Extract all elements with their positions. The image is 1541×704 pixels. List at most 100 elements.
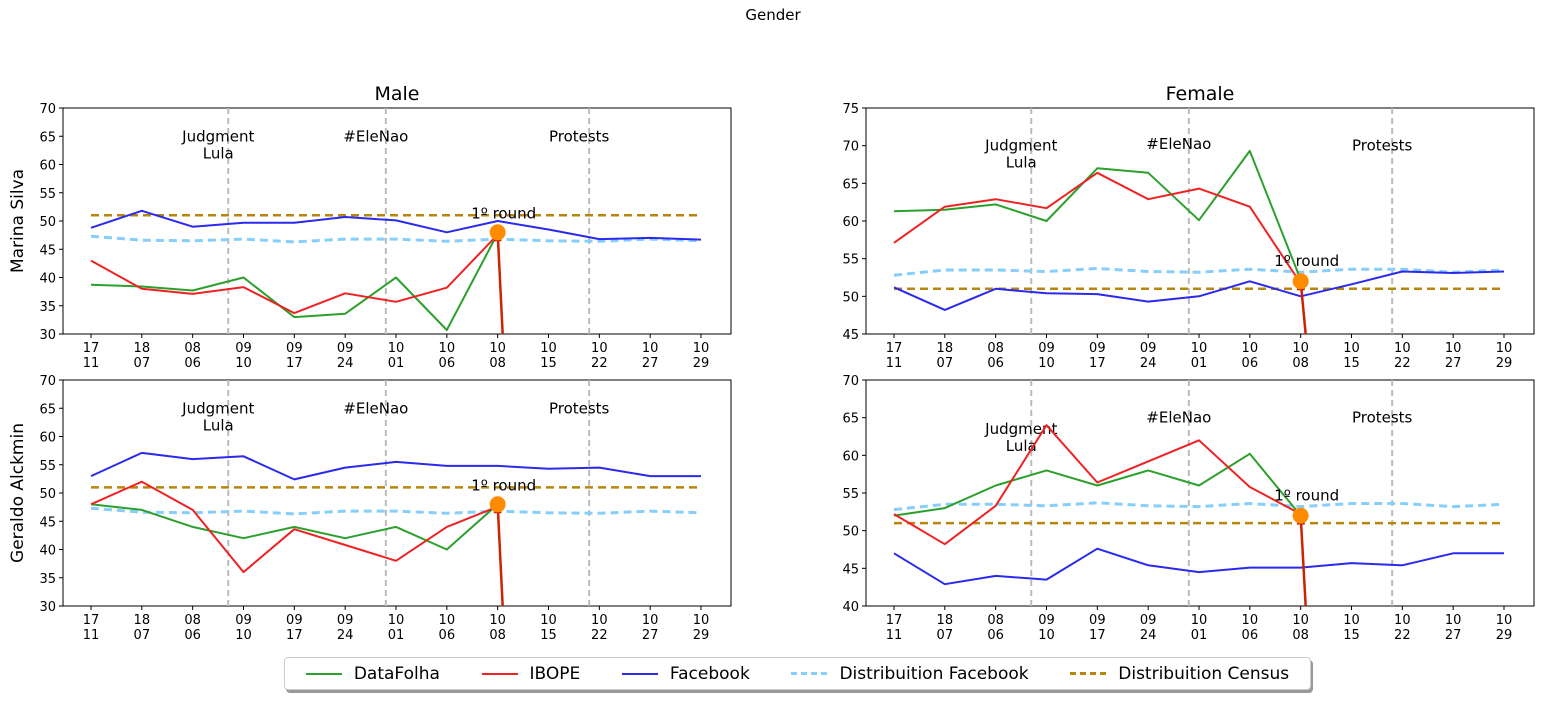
y-tick-label: 40 (39, 544, 56, 559)
figure-suptitle: Gender (745, 6, 801, 24)
x-tick-label: 09 (286, 613, 303, 628)
x-tick-label: 06 (184, 356, 201, 371)
x-tick-label: 09 (1038, 613, 1055, 628)
legend-item-ibope: IBOPE (481, 663, 581, 684)
x-tick-label: 09 (1089, 613, 1106, 628)
y-tick-label: 45 (39, 515, 56, 530)
x-tick-label: 27 (642, 356, 659, 371)
x-tick-label: 10 (1343, 613, 1360, 628)
x-tick-label: 11 (83, 356, 100, 371)
panel-alckmin-female: 4045505560657017111807080609100917092410… (842, 374, 1535, 643)
event-label: Lula (1006, 437, 1037, 455)
y-tick-label: 65 (842, 412, 859, 427)
y-tick-label: 50 (842, 525, 859, 540)
x-tick-label: 10 (1038, 628, 1055, 643)
plot-frame (62, 379, 732, 607)
x-tick-label: 29 (1496, 356, 1513, 371)
x-tick-label: 06 (987, 628, 1004, 643)
x-tick-label: 27 (1445, 356, 1462, 371)
x-tick-label: 08 (1292, 628, 1309, 643)
x-tick-label: 10 (1496, 341, 1513, 356)
x-tick-label: 07 (937, 356, 954, 371)
x-tick-label: 18 (937, 613, 954, 628)
y-tick-label: 30 (39, 600, 56, 615)
legend-item-datafolha: DataFolha (305, 664, 440, 684)
y-tick-label: 35 (39, 572, 56, 587)
series-line-facebook (90, 209, 702, 241)
x-tick-label: 01 (1191, 356, 1208, 371)
x-tick-label: 15 (1343, 628, 1360, 643)
y-tick-label: 45 (39, 243, 56, 258)
y-tick-label: 40 (39, 272, 56, 287)
series-line-ibope (893, 171, 1302, 285)
x-tick-label: 06 (1242, 628, 1259, 643)
x-tick-label: 18 (134, 341, 151, 356)
round-marker (489, 224, 506, 241)
event-label: Protests (549, 127, 610, 145)
y-tick-label: 35 (39, 300, 56, 315)
x-tick-label: 27 (1445, 628, 1462, 643)
x-tick-label: 09 (235, 613, 252, 628)
legend-swatch-ibope (481, 672, 518, 675)
x-tick-label: 10 (1292, 341, 1309, 356)
legend-label-ibope: IBOPE (529, 663, 581, 684)
round-label: 1º round (471, 477, 536, 495)
x-tick-label: 01 (1191, 628, 1208, 643)
series-line-dist-facebook (893, 501, 1505, 512)
y-tick-label: 60 (842, 449, 859, 464)
y-tick-label: 60 (39, 431, 56, 446)
y-tick-label: 50 (842, 290, 859, 305)
legend-item-dist-census: Distribuition Census (1070, 664, 1289, 684)
x-tick-label: 09 (1140, 341, 1157, 356)
x-tick-label: 10 (1445, 613, 1462, 628)
series-line-ibope (90, 480, 499, 574)
x-tick-label: 10 (540, 341, 557, 356)
x-tick-label: 11 (886, 628, 903, 643)
x-tick-label: 09 (337, 613, 354, 628)
x-tick-label: 24 (337, 628, 354, 643)
y-tick-label: 30 (39, 328, 56, 343)
event-label: Protests (1352, 137, 1413, 155)
round-marker (1292, 273, 1309, 290)
x-tick-label: 10 (1343, 341, 1360, 356)
event-label: #EleNao (343, 127, 408, 145)
series-line-dist-facebook (893, 267, 1505, 277)
round-marker (489, 496, 506, 513)
x-tick-label: 10 (693, 341, 710, 356)
legend: DataFolha IBOPE Facebook Distribuition F… (284, 657, 1311, 690)
round-label: 1º round (1274, 252, 1339, 270)
x-tick-label: 10 (235, 356, 252, 371)
event-label: Judgment (181, 399, 254, 417)
y-tick-label: 55 (842, 487, 859, 502)
x-tick-label: 10 (1191, 341, 1208, 356)
round-arrow (496, 232, 504, 335)
legend-swatch-facebook (621, 672, 658, 675)
y-tick-label: 55 (39, 187, 56, 202)
series-line-facebook (90, 451, 701, 481)
panel-title: Female (1166, 83, 1235, 105)
x-tick-label: 06 (439, 356, 456, 371)
series-line-facebook (893, 270, 1505, 311)
legend-swatch-dist-facebook (791, 672, 828, 675)
round-arrow (1299, 515, 1307, 607)
x-tick-label: 22 (591, 628, 608, 643)
event-label: Protests (549, 399, 610, 417)
x-tick-label: 22 (591, 356, 608, 371)
event-label: Lula (203, 144, 234, 162)
row-label: Marina Silva (8, 169, 28, 273)
x-tick-label: 10 (1496, 613, 1513, 628)
event-label: Judgment (984, 137, 1057, 155)
x-tick-label: 10 (693, 613, 710, 628)
x-tick-label: 01 (388, 628, 405, 643)
x-tick-label: 06 (987, 356, 1004, 371)
x-tick-label: 08 (987, 341, 1004, 356)
row-label: Geraldo Alckmin (8, 423, 28, 563)
x-tick-label: 06 (184, 628, 201, 643)
round-marker (1292, 507, 1309, 524)
panel-marina-female: Female4550556065707517111807080609100917… (842, 83, 1535, 371)
x-tick-label: 10 (489, 613, 506, 628)
x-tick-label: 07 (134, 628, 151, 643)
y-tick-label: 55 (39, 459, 56, 474)
x-tick-label: 27 (642, 628, 659, 643)
x-tick-label: 17 (83, 341, 100, 356)
